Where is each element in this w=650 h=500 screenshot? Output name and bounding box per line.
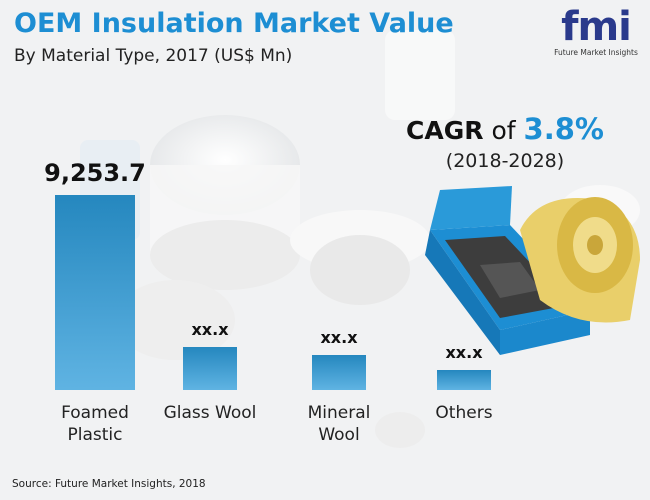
- logo-mark: fmi: [561, 4, 632, 50]
- bar: [312, 355, 366, 390]
- product-image: [425, 186, 640, 355]
- source: Source: Future Market Insights, 2018: [12, 478, 206, 490]
- x-tick-label: Others: [435, 403, 493, 423]
- value-label: 9,253.7: [44, 159, 146, 187]
- bar: [183, 347, 237, 390]
- cagr-label: CAGR: [406, 116, 484, 145]
- cagr-period: (2018-2028): [445, 150, 565, 172]
- value-label: xx.x: [320, 328, 358, 348]
- value-label: xx.x: [191, 320, 229, 339]
- cagr: CAGR of 3.8%: [380, 112, 630, 146]
- cagr-connector: of: [491, 116, 516, 145]
- chart-title: OEM Insulation Market Value: [14, 8, 454, 39]
- logo: fmi Future Market Insights: [548, 6, 644, 57]
- bar: [55, 195, 135, 390]
- x-tick-label: Glass Wool: [163, 403, 257, 423]
- value-label: xx.x: [445, 342, 483, 362]
- x-tick-label: Foamed Plastic: [61, 403, 129, 445]
- bar: [437, 369, 491, 390]
- cagr-value: 3.8%: [523, 112, 604, 146]
- x-tick-label: Mineral Wool: [307, 403, 371, 445]
- chart-subtitle: By Material Type, 2017 (US$ Mn): [14, 46, 293, 66]
- logo-text: Future Market Insights: [554, 48, 638, 57]
